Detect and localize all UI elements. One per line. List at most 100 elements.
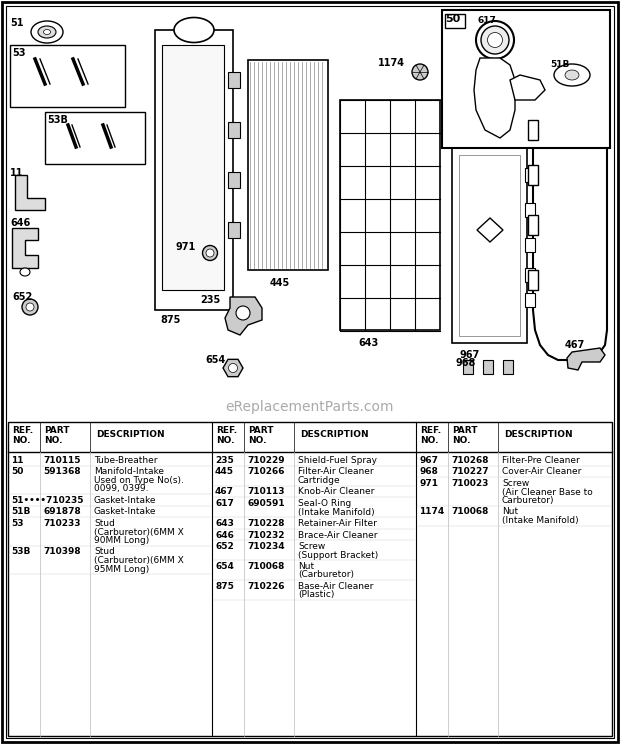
Text: 646: 646 — [215, 530, 234, 539]
Ellipse shape — [554, 64, 590, 86]
Ellipse shape — [31, 21, 63, 43]
Text: PART: PART — [248, 426, 273, 435]
Bar — [452, 148, 527, 343]
Ellipse shape — [236, 306, 250, 320]
Text: NO.: NO. — [12, 436, 30, 445]
Text: Cartridge: Cartridge — [298, 476, 340, 485]
Ellipse shape — [481, 26, 509, 54]
Bar — [340, 100, 440, 330]
Text: 710068: 710068 — [247, 562, 285, 571]
Text: NO.: NO. — [452, 436, 471, 445]
Bar — [503, 360, 513, 374]
Text: 654: 654 — [205, 355, 225, 365]
Text: REF.: REF. — [216, 426, 237, 435]
Polygon shape — [15, 175, 45, 210]
Text: 11: 11 — [11, 456, 24, 465]
Text: 968: 968 — [419, 467, 438, 476]
Text: 875: 875 — [215, 582, 234, 591]
Text: 690591: 690591 — [247, 499, 285, 508]
Ellipse shape — [565, 70, 579, 80]
Text: 1174: 1174 — [419, 507, 445, 516]
Text: 51: 51 — [10, 18, 24, 28]
Polygon shape — [567, 348, 605, 370]
Ellipse shape — [206, 249, 214, 257]
Bar — [525, 293, 535, 307]
Text: 971: 971 — [419, 479, 438, 488]
Text: 710113: 710113 — [247, 487, 285, 496]
Bar — [228, 72, 240, 88]
Text: 710229: 710229 — [247, 456, 285, 465]
Bar — [483, 360, 493, 374]
Text: (Plastic): (Plastic) — [298, 591, 334, 600]
Text: 710226: 710226 — [247, 582, 285, 591]
Text: 445: 445 — [215, 467, 234, 476]
Polygon shape — [533, 80, 607, 360]
Text: 51••••710235: 51••••710235 — [11, 496, 84, 505]
Text: REF.: REF. — [420, 426, 441, 435]
Text: 710268: 710268 — [451, 456, 489, 465]
Text: Retainer-Air Filter: Retainer-Air Filter — [298, 519, 377, 528]
Text: 1174: 1174 — [378, 58, 405, 68]
Ellipse shape — [229, 364, 237, 373]
Bar — [8, 422, 612, 736]
Text: 710115: 710115 — [43, 456, 81, 465]
Text: NO.: NO. — [216, 436, 234, 445]
Bar — [528, 270, 538, 290]
Text: 643: 643 — [358, 338, 378, 348]
Text: 710068: 710068 — [451, 507, 489, 516]
Text: 445: 445 — [270, 278, 290, 288]
Text: (Carburetor)(6MM X: (Carburetor)(6MM X — [94, 527, 184, 536]
Text: Used on Type No(s).: Used on Type No(s). — [94, 476, 184, 485]
Text: 710227: 710227 — [451, 467, 489, 476]
Text: (Support Bracket): (Support Bracket) — [298, 551, 378, 559]
Text: Cover-Air Cleaner: Cover-Air Cleaner — [502, 467, 582, 476]
Text: 235: 235 — [200, 295, 220, 305]
Text: Seal-O Ring: Seal-O Ring — [298, 499, 352, 508]
Text: 95MM Long): 95MM Long) — [94, 565, 149, 574]
Polygon shape — [225, 297, 262, 335]
Text: (Carburetor)(6MM X: (Carburetor)(6MM X — [94, 556, 184, 565]
Text: Manifold-Intake: Manifold-Intake — [94, 467, 164, 476]
Bar — [228, 222, 240, 238]
Bar — [528, 165, 538, 185]
Text: 967: 967 — [460, 350, 481, 360]
Text: 875: 875 — [160, 315, 180, 325]
Text: Base-Air Cleaner: Base-Air Cleaner — [298, 582, 373, 591]
Bar — [228, 122, 240, 138]
Bar — [463, 360, 473, 374]
Text: 646: 646 — [10, 218, 30, 228]
Text: 235: 235 — [215, 456, 234, 465]
Polygon shape — [477, 218, 503, 242]
Text: 467: 467 — [215, 487, 234, 496]
Text: Screw: Screw — [298, 542, 326, 551]
Text: Gasket-Intake: Gasket-Intake — [94, 507, 156, 516]
Text: 50: 50 — [11, 467, 24, 476]
Text: 967: 967 — [419, 456, 438, 465]
Text: Shield-Fuel Spray: Shield-Fuel Spray — [298, 456, 377, 465]
Bar — [528, 215, 538, 235]
Text: DESCRIPTION: DESCRIPTION — [96, 430, 165, 439]
Text: 617: 617 — [215, 499, 234, 508]
Bar — [525, 268, 535, 282]
Text: 710228: 710228 — [247, 519, 285, 528]
Text: 710234: 710234 — [247, 542, 285, 551]
Text: Nut: Nut — [298, 562, 314, 571]
Text: 710398: 710398 — [43, 548, 81, 557]
Text: NO.: NO. — [248, 436, 267, 445]
Text: Carburetor): Carburetor) — [502, 496, 554, 505]
Text: Nut: Nut — [502, 507, 518, 516]
Text: (Intake Manifold): (Intake Manifold) — [502, 516, 578, 525]
Bar — [45, 112, 145, 164]
Text: 90MM Long): 90MM Long) — [94, 536, 149, 545]
Bar — [445, 14, 465, 28]
Bar — [10, 45, 125, 107]
Ellipse shape — [43, 30, 50, 34]
Text: (Carburetor): (Carburetor) — [298, 571, 354, 580]
Bar — [525, 168, 535, 182]
Text: 968: 968 — [455, 358, 476, 368]
Ellipse shape — [174, 18, 214, 42]
Text: Gasket-Intake: Gasket-Intake — [94, 496, 156, 505]
Text: 53: 53 — [12, 48, 25, 58]
Text: PART: PART — [452, 426, 477, 435]
Bar — [525, 203, 535, 217]
